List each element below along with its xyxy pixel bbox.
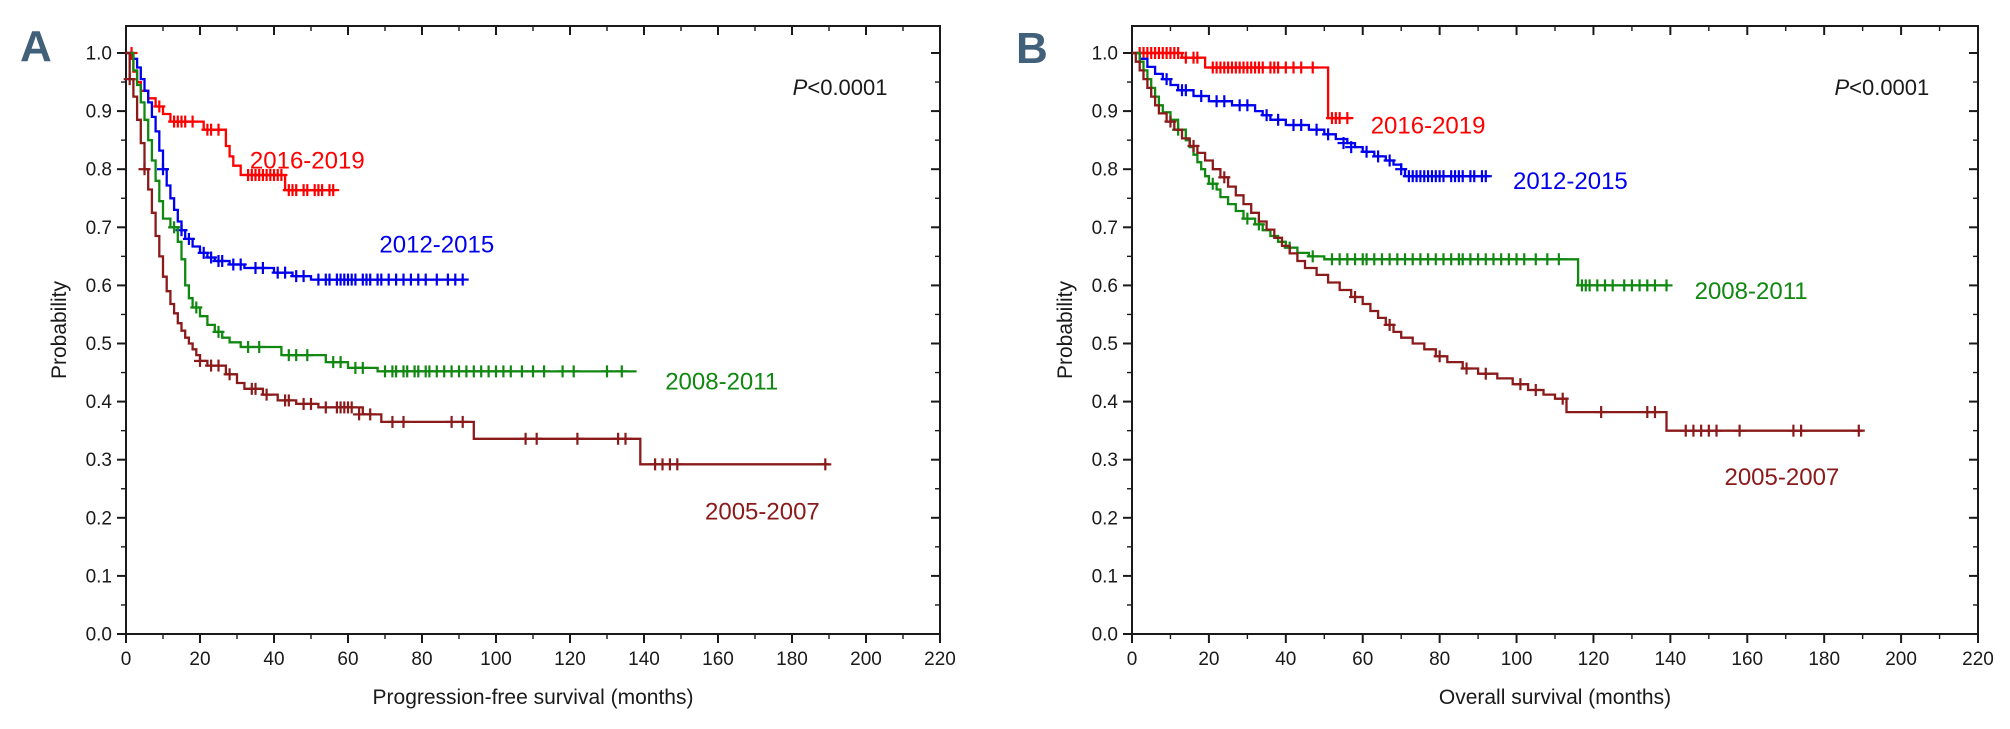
series-censor-marks-2005-2007 [1164, 115, 1865, 437]
series-2005-2007-a: 2005-2007 [123, 51, 832, 525]
x-tick-label: 60 [337, 649, 358, 670]
y-tick-label: 0.3 [1092, 450, 1118, 471]
x-tick-label: 40 [263, 649, 284, 670]
x-tick-label: 140 [628, 649, 660, 670]
series-censor-marks-2016-2019 [1133, 47, 1354, 125]
y-tick-label: 0.1 [86, 566, 112, 587]
x-axis-title-b: Overall survival (months) [1439, 686, 1671, 709]
y-tick-label: 0.5 [86, 334, 112, 355]
panel-letter-a: A [20, 22, 51, 71]
y-tick-label: 0.6 [86, 276, 112, 297]
x-tick-label: 160 [1731, 649, 1763, 670]
panel-letter-b: B [1016, 24, 1046, 73]
series-curve-2016-2019 [1132, 51, 1352, 120]
y-tick-label: 0.8 [1092, 160, 1118, 181]
y-tick-label: 0.2 [1092, 508, 1118, 529]
x-tick-label: 200 [850, 649, 882, 670]
series-2016-2019-a: 2016-2019 [125, 47, 365, 197]
y-tick-label: 0.9 [1092, 102, 1118, 123]
series-censor-marks-2012-2015 [157, 163, 469, 286]
y-tick-label: 0.4 [86, 392, 113, 413]
x-tick-label: 140 [1655, 649, 1687, 670]
x-tick-label: 220 [1962, 649, 1994, 670]
y-tick-label: 0.8 [86, 160, 112, 181]
x-tick-label: 120 [1578, 649, 1610, 670]
y-tick-label: 0.6 [1092, 276, 1118, 297]
x-tick-label: 180 [776, 649, 808, 670]
x-tick-label: 40 [1275, 649, 1296, 670]
series-label-2016-2019: 2016-2019 [1371, 113, 1486, 140]
x-tick-label: 20 [1198, 649, 1219, 670]
series-label-2005-2007: 2005-2007 [705, 498, 820, 525]
panel-b: 0 20 40 60 80 100 120 140 160 180 200 220 0.0 0.1 0.2 0… [1016, 24, 1994, 709]
x-tick-label: 200 [1885, 649, 1917, 670]
y-tick-label: 0.7 [86, 218, 112, 239]
x-tick-label: 60 [1352, 649, 1373, 670]
series-curve-2005-2007 [1132, 51, 1863, 432]
y-tick-label: 0.0 [1092, 625, 1118, 646]
x-tick-label: 0 [1127, 649, 1138, 670]
series-curve-2008-2011 [126, 51, 637, 373]
x-tick-label: 180 [1808, 649, 1840, 670]
y-tick-label: 0.2 [86, 508, 112, 529]
x-tick-label: 0 [121, 649, 132, 670]
y-tick-label: 0.3 [86, 450, 112, 471]
y-tick-label: 0.1 [1092, 566, 1118, 587]
panel-a: 0 20 40 60 80 100 120 140 160 180 200 220 0.0 0.1 0.2 0… [20, 22, 956, 709]
series-censor-marks-2005-2007 [123, 73, 832, 471]
x-tick-label: 120 [554, 649, 586, 670]
p-value-b: P<0.0001 [1834, 75, 1929, 100]
y-axis-title-a: Probability [48, 280, 71, 379]
series-label-2008-2011: 2008-2011 [1695, 278, 1808, 305]
series-2012-2015-a: 2012-2015 [126, 51, 494, 286]
series-label-2005-2007: 2005-2007 [1724, 464, 1839, 491]
plot-area-b [1131, 25, 1979, 635]
y-tick-label: 1.0 [86, 44, 112, 65]
y-tick-label: 0.7 [1092, 218, 1118, 239]
series-label-2016-2019: 2016-2019 [250, 147, 365, 174]
y-tick-label: 0.0 [86, 625, 112, 646]
series-censor-marks-2012-2015 [1160, 73, 1492, 183]
series-label-2008-2011: 2008-2011 [665, 368, 778, 395]
y-tick-label: 0.4 [1092, 392, 1119, 413]
x-tick-label: 20 [189, 649, 210, 670]
x-tick-label: 100 [480, 649, 512, 670]
x-tick-label: 80 [411, 649, 432, 670]
x-tick-label: 160 [702, 649, 734, 670]
series-2016-2019-b: 2016-2019 [1132, 47, 1485, 140]
y-tick-label: 1.0 [1092, 44, 1118, 65]
series-2005-2007-b: 2005-2007 [1132, 51, 1865, 491]
x-tick-label: 100 [1501, 649, 1533, 670]
x-axis-title-a: Progression-free survival (months) [373, 686, 694, 709]
series-2012-2015-b: 2012-2015 [1132, 51, 1628, 195]
x-tick-label: 80 [1429, 649, 1450, 670]
y-axis-title-b: Probability [1054, 280, 1077, 379]
plot-area-a [125, 25, 941, 635]
series-censor-marks-2016-2019 [125, 47, 340, 197]
y-tick-label: 0.5 [1092, 334, 1118, 355]
x-tick-label: 220 [924, 649, 956, 670]
p-value-a: P<0.0001 [793, 75, 888, 100]
y-tick-label: 0.9 [86, 102, 112, 123]
series-censor-marks-2008-2011 [168, 221, 628, 378]
series-label-2012-2015: 2012-2015 [1513, 168, 1628, 195]
series-censor-marks-2008-2011 [1172, 123, 1673, 292]
series-2008-2011-b: 2008-2011 [1132, 51, 1808, 305]
series-2008-2011-a: 2008-2011 [126, 51, 778, 395]
series-label-2012-2015: 2012-2015 [379, 232, 494, 259]
